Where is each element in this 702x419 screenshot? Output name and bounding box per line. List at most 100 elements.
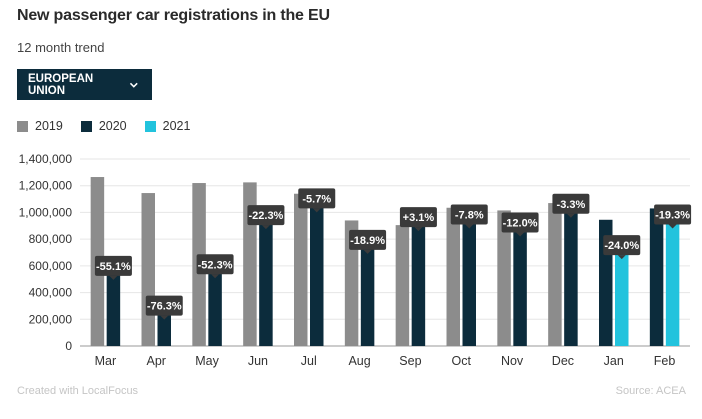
annotation-box bbox=[349, 229, 387, 250]
bar-2019-aug[interactable] bbox=[344, 220, 359, 346]
bar-2019-apr[interactable] bbox=[141, 193, 156, 346]
annotation-pointer bbox=[617, 255, 626, 260]
y-tick-label: 800,000 bbox=[29, 232, 73, 246]
bar-2020-aug[interactable] bbox=[360, 243, 375, 346]
chevron-down-icon bbox=[130, 82, 139, 88]
bar-2020-feb[interactable] bbox=[649, 208, 664, 346]
annotation-box bbox=[94, 255, 132, 276]
x-tick-label: Aug bbox=[348, 354, 370, 368]
legend-item-2019[interactable]: 2019 bbox=[17, 119, 63, 133]
bar-2020-mar[interactable] bbox=[106, 269, 121, 346]
bar-2019-dec[interactable] bbox=[548, 203, 562, 346]
annotation-callout: -5.7% bbox=[298, 188, 336, 213]
bar-2020-may[interactable] bbox=[208, 268, 222, 346]
chart-title: New passenger car registrations in the E… bbox=[17, 7, 330, 24]
bar-2020-sep[interactable] bbox=[411, 221, 426, 346]
annotation-label: -19.3% bbox=[655, 209, 690, 221]
annotation-label: -18.9% bbox=[350, 235, 385, 247]
x-tick-label: Dec bbox=[552, 354, 574, 368]
footer-source: Source: ACEA bbox=[615, 385, 686, 397]
annotation-label: -24.0% bbox=[604, 240, 639, 252]
annotation-pointer bbox=[668, 224, 677, 229]
y-tick-label: 200,000 bbox=[29, 312, 73, 326]
annotation-label: -3.3% bbox=[557, 199, 586, 211]
bar-2019-nov[interactable] bbox=[497, 210, 511, 346]
annotation-pointer bbox=[261, 225, 270, 230]
bar-2020-oct[interactable] bbox=[462, 218, 477, 346]
bar-2021-jan[interactable] bbox=[615, 249, 629, 346]
y-tick-label: 1,000,000 bbox=[19, 205, 73, 219]
annotation-pointer bbox=[312, 208, 321, 213]
annotation-pointer bbox=[414, 227, 423, 232]
annotation-box bbox=[298, 188, 336, 209]
annotation-label: -7.8% bbox=[455, 209, 484, 221]
region-dropdown[interactable]: EUROPEAN UNION bbox=[17, 69, 152, 100]
x-tick-label: May bbox=[195, 354, 219, 368]
x-tick-label: Feb bbox=[654, 354, 676, 368]
bar-2019-oct[interactable] bbox=[446, 207, 461, 346]
annotation-pointer bbox=[211, 274, 220, 279]
annotation-box bbox=[450, 204, 488, 225]
footer-credit[interactable]: Created with LocalFocus bbox=[17, 385, 139, 397]
bar-2021-feb[interactable] bbox=[665, 218, 680, 346]
annotation-pointer bbox=[109, 275, 118, 280]
annotation-box bbox=[552, 193, 590, 214]
annotation-callout: -12.0% bbox=[501, 212, 539, 237]
legend-label-2019: 2019 bbox=[35, 119, 63, 133]
bar-2020-nov[interactable] bbox=[513, 226, 527, 346]
legend-label-2021: 2021 bbox=[162, 119, 191, 133]
annotation-label: -76.3% bbox=[147, 301, 182, 313]
annotation-callout: -18.9% bbox=[349, 229, 387, 254]
legend-swatch-2020 bbox=[80, 120, 92, 132]
annotation-label: -22.3% bbox=[248, 210, 283, 222]
bar-2019-sep[interactable] bbox=[395, 225, 410, 346]
annotation-pointer bbox=[363, 249, 372, 254]
annotation-label: -55.1% bbox=[96, 261, 131, 273]
annotation-label: +3.1% bbox=[403, 212, 435, 224]
x-tick-label: Nov bbox=[501, 354, 524, 368]
x-tick-label: Jun bbox=[248, 354, 268, 368]
legend-swatch-2021 bbox=[144, 120, 156, 132]
annotation-callout: -19.3% bbox=[654, 204, 692, 229]
annotation-callout: -55.1% bbox=[94, 255, 132, 280]
y-tick-label: 1,400,000 bbox=[19, 152, 73, 166]
bar-2020-jun[interactable] bbox=[259, 219, 273, 346]
annotation-callout: -24.0% bbox=[603, 235, 641, 260]
annotation-label: -12.0% bbox=[503, 217, 538, 229]
bar-2020-dec[interactable] bbox=[564, 207, 578, 346]
x-tick-label: Sep bbox=[399, 354, 421, 368]
annotation-pointer bbox=[465, 224, 474, 229]
bar-2020-jul[interactable] bbox=[310, 202, 324, 346]
annotation-box bbox=[603, 235, 641, 256]
bar-2020-apr[interactable] bbox=[157, 309, 172, 346]
legend-swatch-2019 bbox=[17, 120, 28, 132]
x-tick-label: Jan bbox=[604, 354, 624, 368]
bar-2019-jul[interactable] bbox=[294, 193, 308, 346]
chart-subtitle: 12 month trend bbox=[17, 40, 105, 55]
annotation-box bbox=[247, 205, 285, 226]
annotation-callout: -3.3% bbox=[552, 193, 590, 218]
annotation-callout: +3.1% bbox=[399, 207, 437, 232]
chart-legend: 2019 2020 2021 bbox=[17, 119, 208, 133]
annotation-pointer bbox=[160, 315, 169, 320]
annotation-callout: -52.3% bbox=[196, 254, 234, 279]
y-tick-label: 600,000 bbox=[29, 259, 73, 273]
region-dropdown-label: EUROPEAN UNION bbox=[28, 72, 94, 97]
y-tick-label: 400,000 bbox=[29, 286, 73, 300]
annotation-pointer bbox=[516, 232, 525, 237]
annotation-box bbox=[196, 254, 234, 275]
annotation-callout: -76.3% bbox=[145, 295, 183, 320]
annotation-box bbox=[145, 295, 183, 316]
x-tick-label: Oct bbox=[452, 354, 472, 368]
y-tick-label: 1,200,000 bbox=[19, 179, 73, 193]
legend-item-2020[interactable]: 2020 bbox=[80, 119, 127, 133]
annotation-label: -5.7% bbox=[302, 193, 331, 205]
legend-item-2021[interactable]: 2021 bbox=[144, 119, 191, 133]
annotation-label: -52.3% bbox=[198, 259, 233, 271]
annotation-box bbox=[399, 207, 437, 228]
y-tick-label: 0 bbox=[65, 339, 72, 353]
annotation-box bbox=[501, 212, 539, 233]
annotation-pointer bbox=[566, 213, 575, 218]
legend-label-2020: 2020 bbox=[98, 119, 127, 133]
